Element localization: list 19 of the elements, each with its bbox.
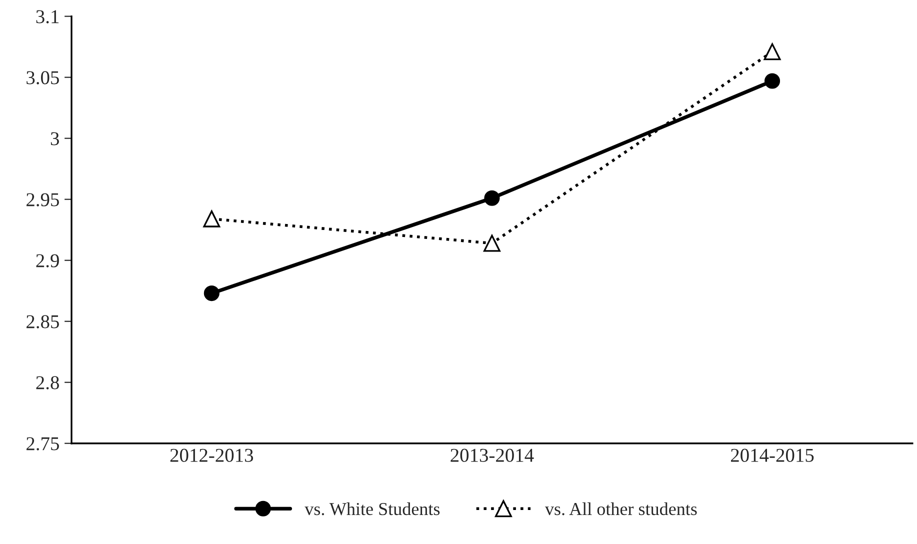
y-tick-label: 2.85 xyxy=(26,315,59,328)
y-tick-label: 3.1 xyxy=(36,10,59,24)
point xyxy=(204,286,220,302)
y-tick-label: 3 xyxy=(50,132,59,146)
legend-label: vs. All other students xyxy=(544,502,697,516)
y-tick-label: 3.05 xyxy=(26,71,59,84)
point xyxy=(764,43,781,60)
point xyxy=(484,190,500,206)
y-tick-label: 2.9 xyxy=(36,254,59,268)
point xyxy=(764,73,780,89)
x-tick-label: 2013-2014 xyxy=(450,448,534,462)
point xyxy=(203,210,220,228)
point xyxy=(483,234,500,252)
x-tick-label: 2014-2015 xyxy=(730,448,814,462)
legend-label: vs. White Students xyxy=(304,502,440,516)
x-tick-label: 2012-2013 xyxy=(170,448,254,462)
y-tick-label: 2.75 xyxy=(26,437,59,450)
y-tick-label: 2.95 xyxy=(26,193,59,206)
y-tick-label: 2.8 xyxy=(36,376,59,390)
